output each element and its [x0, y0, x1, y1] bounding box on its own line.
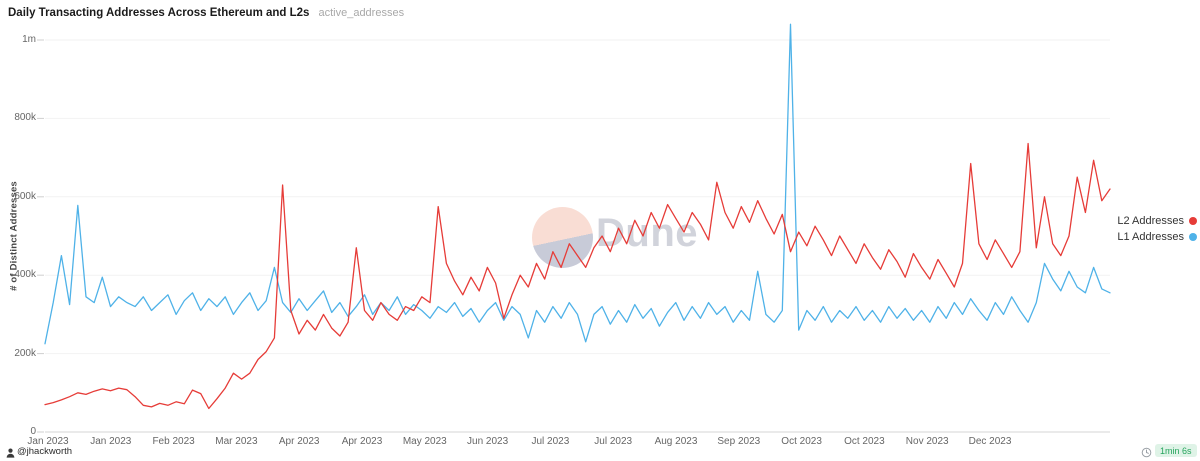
y-tick-label: 600k [14, 190, 36, 202]
x-tick-label: Mar 2023 [215, 436, 258, 447]
x-tick-label: Sep 2023 [717, 436, 761, 447]
x-tick-label: Oct 2023 [844, 436, 885, 447]
dune-watermark-text: Dune [596, 211, 698, 255]
y-tick-label: 1m [22, 34, 36, 45]
x-tick-label: Apr 2023 [278, 436, 320, 447]
x-tick-label: Apr 2023 [341, 436, 383, 447]
x-tick-label: Nov 2023 [905, 436, 949, 447]
x-tick-label: Oct 2023 [781, 436, 822, 447]
chart-header: Daily Transacting Addresses Across Ether… [8, 3, 404, 21]
chart-subtitle: active_addresses [318, 7, 405, 19]
x-tick-label: Aug 2023 [654, 436, 698, 447]
legend-label-l2: L2 Addresses [1117, 215, 1184, 227]
legend-dot-l2-icon [1189, 217, 1197, 225]
x-tick-label: Feb 2023 [152, 436, 195, 447]
query-runtime-badge[interactable]: 1min 6s [1155, 444, 1197, 457]
clock-icon [1141, 447, 1152, 458]
person-icon [6, 448, 15, 458]
dune-logo-icon [532, 207, 593, 268]
x-tick-label: Jan 2023 [27, 436, 69, 447]
y-tick-label: 0 [30, 426, 36, 437]
x-tick-label: Jun 2023 [467, 436, 509, 447]
x-tick-label: Jul 2023 [594, 436, 633, 447]
chart-title: Daily Transacting Addresses Across Ether… [8, 7, 310, 19]
y-tick-label: 200k [14, 347, 36, 359]
legend-dot-l1-icon [1189, 233, 1197, 241]
legend-label-l1: L1 Addresses [1117, 231, 1184, 243]
chart-legend: L2 Addresses L1 Addresses [1117, 213, 1197, 245]
y-tick-label: 800k [14, 112, 36, 124]
y-tick-label: 400k [14, 269, 36, 281]
x-tick-label: Jan 2023 [90, 436, 132, 447]
legend-item-l1-addresses[interactable]: L1 Addresses [1117, 229, 1197, 245]
legend-item-l2-addresses[interactable]: L2 Addresses [1117, 213, 1197, 229]
author-link[interactable]: @jhackworth [17, 446, 73, 457]
x-tick-label: May 2023 [402, 436, 447, 447]
x-tick-label: Jul 2023 [531, 436, 570, 447]
x-tick-label: Dec 2023 [968, 436, 1012, 447]
